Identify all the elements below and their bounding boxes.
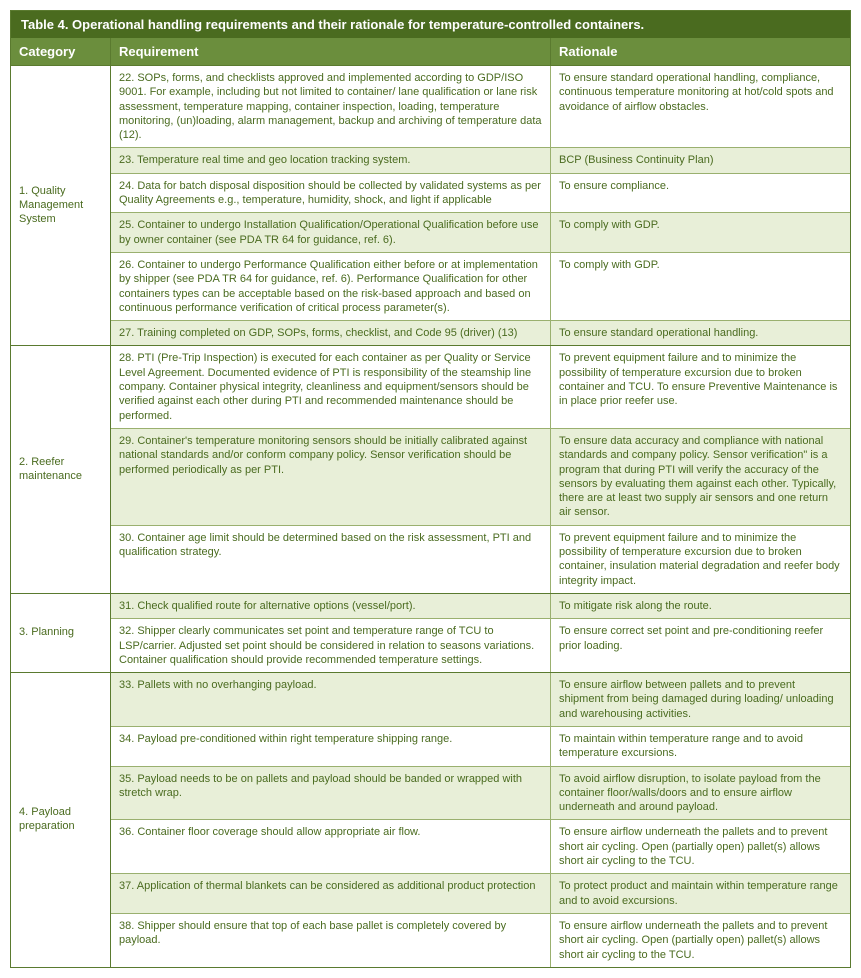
table-row: 28. PTI (Pre-Trip Inspection) is execute… [111,346,850,427]
rationale-cell: To ensure airflow underneath the pallets… [551,820,850,873]
table-title: Table 4. Operational handling requiremen… [11,11,850,38]
rationale-cell: To ensure standard operational handling. [551,321,850,345]
table-row: 27. Training completed on GDP, SOPs, for… [111,320,850,345]
table-row: 25. Container to undergo Installation Qu… [111,212,850,252]
rationale-cell: To avoid airflow disruption, to isolate … [551,767,850,820]
requirement-cell: 30. Container age limit should be determ… [111,526,551,593]
table-row: 37. Application of thermal blankets can … [111,873,850,913]
category-cell: 1. Quality Management System [11,66,111,345]
rationale-cell: To ensure standard operational handling,… [551,66,850,147]
rationale-cell: To ensure correct set point and pre-cond… [551,619,850,672]
table-row: 24. Data for batch disposal disposition … [111,173,850,213]
table-row: 26. Container to undergo Performance Qua… [111,252,850,320]
rationale-cell: To prevent equipment failure and to mini… [551,346,850,427]
rationale-cell: To ensure data accuracy and compliance w… [551,429,850,525]
requirement-cell: 22. SOPs, forms, and checklists approved… [111,66,551,147]
requirement-cell: 34. Payload pre-conditioned within right… [111,727,551,766]
category-cell: 3. Planning [11,594,111,672]
table-row: 23. Temperature real time and geo locati… [111,147,850,172]
requirements-table: Table 4. Operational handling requiremen… [10,10,851,968]
requirement-cell: 38. Shipper should ensure that top of ea… [111,914,551,967]
rationale-cell: To maintain within temperature range and… [551,727,850,766]
table-row: 32. Shipper clearly communicates set poi… [111,618,850,672]
requirement-cell: 28. PTI (Pre-Trip Inspection) is execute… [111,346,551,427]
requirement-cell: 27. Training completed on GDP, SOPs, for… [111,321,551,345]
table-row: 29. Container's temperature monitoring s… [111,428,850,525]
rows-container: 31. Check qualified route for alternativ… [111,594,850,672]
requirement-cell: 36. Container floor coverage should allo… [111,820,551,873]
requirement-cell: 23. Temperature real time and geo locati… [111,148,551,172]
rationale-cell: To protect product and maintain within t… [551,874,850,913]
table-row: 33. Pallets with no overhanging payload.… [111,673,850,726]
header-rationale: Rationale [551,38,850,65]
table-row: 31. Check qualified route for alternativ… [111,594,850,618]
requirement-cell: 35. Payload needs to be on pallets and p… [111,767,551,820]
category-cell: 4. Payload preparation [11,673,111,967]
requirement-cell: 31. Check qualified route for alternativ… [111,594,551,618]
header-category: Category [11,38,111,65]
table-section: 3. Planning31. Check qualified route for… [11,593,850,672]
rationale-cell: To ensure airflow underneath the pallets… [551,914,850,967]
rationale-cell: To mitigate risk along the route. [551,594,850,618]
table-header-row: Category Requirement Rationale [11,38,850,65]
header-requirement: Requirement [111,38,551,65]
table-row: 22. SOPs, forms, and checklists approved… [111,66,850,147]
table-row: 38. Shipper should ensure that top of ea… [111,913,850,967]
category-cell: 2. Reefer maintenance [11,346,111,592]
rationale-cell: To comply with GDP. [551,213,850,252]
requirement-cell: 33. Pallets with no overhanging payload. [111,673,551,726]
requirement-cell: 25. Container to undergo Installation Qu… [111,213,551,252]
table-row: 30. Container age limit should be determ… [111,525,850,593]
rows-container: 33. Pallets with no overhanging payload.… [111,673,850,967]
rationale-cell: BCP (Business Continuity Plan) [551,148,850,172]
table-section: 2. Reefer maintenance28. PTI (Pre-Trip I… [11,345,850,592]
table-row: 36. Container floor coverage should allo… [111,819,850,873]
table-row: 34. Payload pre-conditioned within right… [111,726,850,766]
rationale-cell: To prevent equipment failure and to mini… [551,526,850,593]
requirement-cell: 26. Container to undergo Performance Qua… [111,253,551,320]
rationale-cell: To ensure compliance. [551,174,850,213]
table-section: 4. Payload preparation33. Pallets with n… [11,672,850,967]
rows-container: 22. SOPs, forms, and checklists approved… [111,66,850,345]
table-section: 1. Quality Management System22. SOPs, fo… [11,65,850,345]
rows-container: 28. PTI (Pre-Trip Inspection) is execute… [111,346,850,592]
requirement-cell: 37. Application of thermal blankets can … [111,874,551,913]
requirement-cell: 32. Shipper clearly communicates set poi… [111,619,551,672]
requirement-cell: 24. Data for batch disposal disposition … [111,174,551,213]
rationale-cell: To ensure airflow between pallets and to… [551,673,850,726]
requirement-cell: 29. Container's temperature monitoring s… [111,429,551,525]
rationale-cell: To comply with GDP. [551,253,850,320]
table-row: 35. Payload needs to be on pallets and p… [111,766,850,820]
